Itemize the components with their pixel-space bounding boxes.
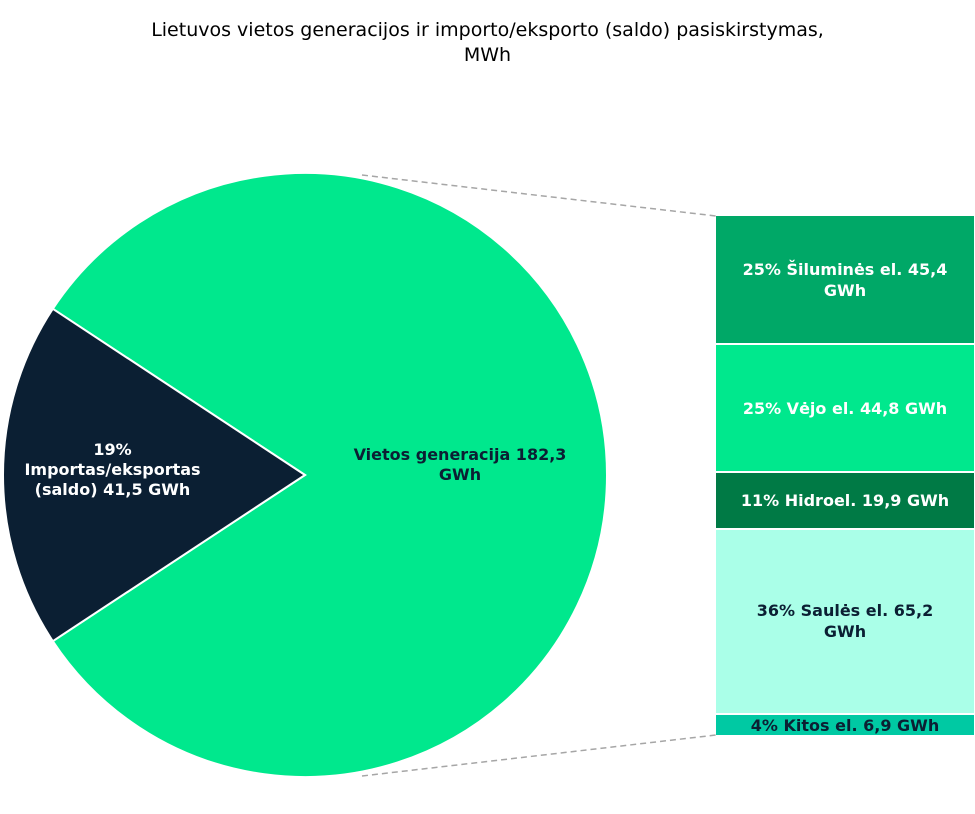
pie-label-line: Importas/eksportas: [24, 460, 201, 479]
pie-label-line: (saldo) 41,5 GWh: [34, 480, 191, 499]
bar-segment-label: 25% Šiluminės el. 45,4 GWh: [742, 259, 948, 300]
pie-label-vietos-generacija: Vietos generacija 182,3 GWh: [330, 445, 590, 485]
bar-segment-label: 36% Saulės el. 65,2 GWh: [756, 601, 934, 642]
pie-slice-vietos-generacija: [51, 172, 608, 778]
bar-segment-5: 4% Kitos el. 6,9 GWh: [716, 715, 974, 735]
bar-segment-label: 4% Kitos el. 6,9 GWh: [750, 715, 940, 735]
chart-title-line-2: MWh: [463, 44, 512, 66]
chart-title: Lietuvos vietos generacijos ir importo/e…: [0, 18, 975, 68]
pie-label-line: GWh: [438, 465, 482, 484]
bar-segment-2: 25% Vėjo el. 44,8 GWh: [716, 345, 974, 473]
bar-segment-3: 11% Hidroel. 19,9 GWh: [716, 472, 974, 530]
pie-label-line: Vietos generacija 182,3: [353, 445, 567, 464]
bar-segment-label: 25% Vėjo el. 44,8 GWh: [742, 398, 948, 418]
bar-segment-label: 11% Hidroel. 19,9 GWh: [740, 490, 950, 510]
pie-label-importas-eksportas: 19% Importas/eksportas (saldo) 41,5 GWh: [0, 440, 225, 500]
pie-slice-importas-eksportas: [2, 307, 307, 643]
pie-label-line: 19%: [93, 440, 132, 459]
chart-title-line-1: Lietuvos vietos generacijos ir importo/e…: [151, 19, 824, 41]
bar-segment-1: 25% Šiluminės el. 45,4 GWh: [716, 216, 974, 346]
bar-segment-4: 36% Saulės el. 65,2 GWh: [716, 529, 974, 716]
